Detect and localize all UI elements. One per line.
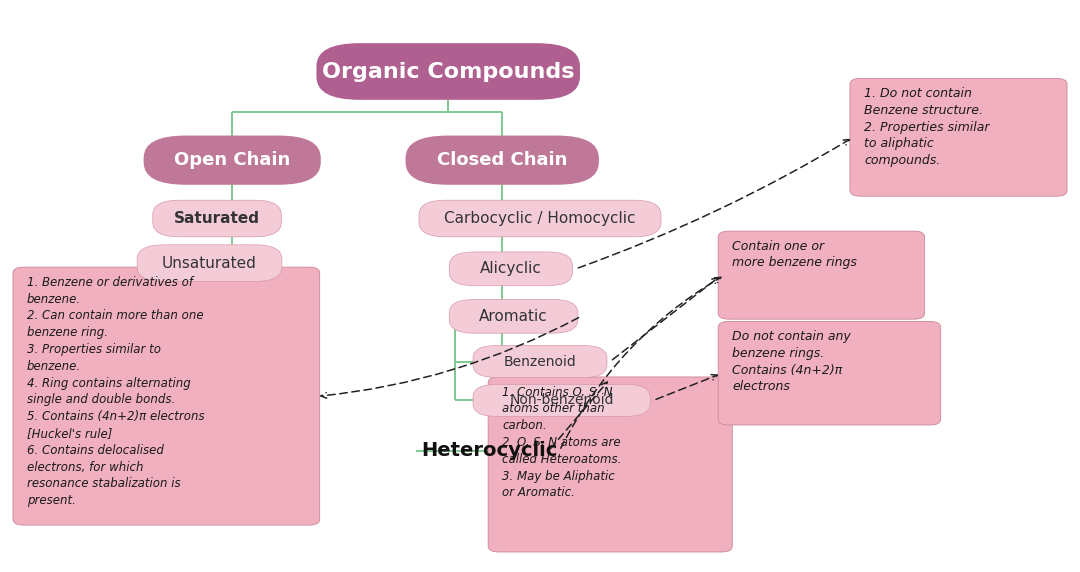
- Text: Aromatic: Aromatic: [480, 309, 548, 324]
- FancyBboxPatch shape: [419, 200, 661, 237]
- FancyBboxPatch shape: [13, 267, 320, 525]
- FancyBboxPatch shape: [473, 384, 650, 416]
- FancyBboxPatch shape: [718, 321, 941, 425]
- FancyBboxPatch shape: [153, 200, 282, 237]
- FancyBboxPatch shape: [144, 136, 321, 185]
- FancyBboxPatch shape: [316, 43, 580, 100]
- Text: Open Chain: Open Chain: [174, 151, 291, 169]
- Text: Closed Chain: Closed Chain: [437, 151, 567, 169]
- Text: Alicyclic: Alicyclic: [480, 261, 542, 276]
- Text: Heterocyclic: Heterocyclic: [421, 441, 557, 460]
- Text: Non-benzenoid: Non-benzenoid: [510, 394, 613, 407]
- Text: 1. Do not contain
Benzene structure.
2. Properties similar
to aliphatic
compound: 1. Do not contain Benzene structure. 2. …: [864, 87, 989, 167]
- Text: Saturated: Saturated: [174, 211, 260, 226]
- FancyBboxPatch shape: [449, 252, 572, 285]
- FancyBboxPatch shape: [473, 345, 607, 378]
- Text: 1. Contains O, S, N
atoms other than
carbon.
2. O, S, N atoms are
called Heteroa: 1. Contains O, S, N atoms other than car…: [502, 386, 622, 499]
- FancyBboxPatch shape: [137, 245, 282, 281]
- Text: Unsaturated: Unsaturated: [162, 256, 257, 271]
- FancyBboxPatch shape: [488, 377, 732, 552]
- FancyBboxPatch shape: [718, 231, 924, 319]
- Text: Carbocyclic / Homocyclic: Carbocyclic / Homocyclic: [444, 211, 636, 226]
- Text: Do not contain any
benzene rings.
Contains (4n+2)π
electrons: Do not contain any benzene rings. Contai…: [732, 330, 851, 394]
- Text: 1. Benzene or derivatives of
benzene.
2. Can contain more than one
benzene ring.: 1. Benzene or derivatives of benzene. 2.…: [27, 276, 204, 507]
- FancyBboxPatch shape: [850, 78, 1067, 196]
- FancyBboxPatch shape: [449, 300, 578, 333]
- Text: Contain one or
more benzene rings: Contain one or more benzene rings: [732, 240, 858, 269]
- FancyBboxPatch shape: [406, 136, 598, 185]
- Text: Benzenoid: Benzenoid: [503, 355, 577, 368]
- Text: Organic Compounds: Organic Compounds: [322, 62, 575, 81]
